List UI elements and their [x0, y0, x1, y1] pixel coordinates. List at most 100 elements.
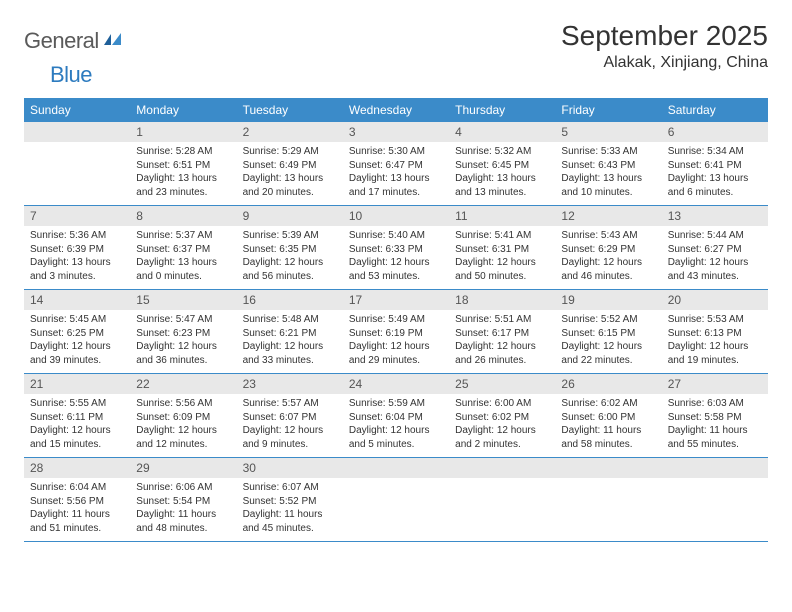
- sunrise-line: Sunrise: 5:32 AM: [455, 145, 549, 159]
- day-header-cell: Monday: [130, 98, 236, 122]
- day-cell: 2Sunrise: 5:29 AMSunset: 6:49 PMDaylight…: [237, 122, 343, 205]
- daylight-line-2: and 5 minutes.: [349, 438, 443, 452]
- daylight-line-1: Daylight: 12 hours: [455, 424, 549, 438]
- day-body: Sunrise: 6:04 AMSunset: 5:56 PMDaylight:…: [24, 478, 130, 541]
- day-cell: [555, 458, 661, 541]
- daylight-line-1: Daylight: 11 hours: [136, 508, 230, 522]
- sunset-line: Sunset: 6:31 PM: [455, 243, 549, 257]
- day-body: Sunrise: 5:53 AMSunset: 6:13 PMDaylight:…: [662, 310, 768, 373]
- day-body: Sunrise: 5:29 AMSunset: 6:49 PMDaylight:…: [237, 142, 343, 205]
- day-body: Sunrise: 6:07 AMSunset: 5:52 PMDaylight:…: [237, 478, 343, 541]
- sunrise-line: Sunrise: 5:34 AM: [668, 145, 762, 159]
- sunrise-line: Sunrise: 5:43 AM: [561, 229, 655, 243]
- sunrise-line: Sunrise: 5:29 AM: [243, 145, 337, 159]
- sunset-line: Sunset: 6:37 PM: [136, 243, 230, 257]
- sunrise-line: Sunrise: 5:39 AM: [243, 229, 337, 243]
- day-body: Sunrise: 6:00 AMSunset: 6:02 PMDaylight:…: [449, 394, 555, 457]
- daylight-line-1: Daylight: 11 hours: [668, 424, 762, 438]
- daylight-line-2: and 39 minutes.: [30, 354, 124, 368]
- sunrise-line: Sunrise: 5:57 AM: [243, 397, 337, 411]
- sunset-line: Sunset: 5:56 PM: [30, 495, 124, 509]
- week-row: 28Sunrise: 6:04 AMSunset: 5:56 PMDayligh…: [24, 458, 768, 542]
- day-number: 19: [555, 290, 661, 310]
- day-number: 5: [555, 122, 661, 142]
- calendar-page: General September 2025 Alakak, Xinjiang,…: [0, 0, 792, 562]
- day-cell: [24, 122, 130, 205]
- daylight-line-2: and 20 minutes.: [243, 186, 337, 200]
- daylight-line-1: Daylight: 13 hours: [136, 256, 230, 270]
- day-body: Sunrise: 5:45 AMSunset: 6:25 PMDaylight:…: [24, 310, 130, 373]
- day-body: Sunrise: 5:32 AMSunset: 6:45 PMDaylight:…: [449, 142, 555, 205]
- sunset-line: Sunset: 6:47 PM: [349, 159, 443, 173]
- sunset-line: Sunset: 6:07 PM: [243, 411, 337, 425]
- sunrise-line: Sunrise: 6:03 AM: [668, 397, 762, 411]
- sunset-line: Sunset: 6:19 PM: [349, 327, 443, 341]
- sunrise-line: Sunrise: 5:53 AM: [668, 313, 762, 327]
- daylight-line-2: and 13 minutes.: [455, 186, 549, 200]
- day-body: Sunrise: 5:41 AMSunset: 6:31 PMDaylight:…: [449, 226, 555, 289]
- day-cell: [343, 458, 449, 541]
- daylight-line-2: and 17 minutes.: [349, 186, 443, 200]
- daylight-line-2: and 53 minutes.: [349, 270, 443, 284]
- sunset-line: Sunset: 5:58 PM: [668, 411, 762, 425]
- day-body: Sunrise: 6:03 AMSunset: 5:58 PMDaylight:…: [662, 394, 768, 457]
- weeks-container: 1Sunrise: 5:28 AMSunset: 6:51 PMDaylight…: [24, 122, 768, 542]
- day-header-cell: Tuesday: [237, 98, 343, 122]
- daylight-line-2: and 50 minutes.: [455, 270, 549, 284]
- daylight-line-1: Daylight: 12 hours: [30, 424, 124, 438]
- sunset-line: Sunset: 6:43 PM: [561, 159, 655, 173]
- daylight-line-1: Daylight: 13 hours: [349, 172, 443, 186]
- sunset-line: Sunset: 6:45 PM: [455, 159, 549, 173]
- day-cell: 9Sunrise: 5:39 AMSunset: 6:35 PMDaylight…: [237, 206, 343, 289]
- daylight-line-1: Daylight: 11 hours: [243, 508, 337, 522]
- day-number: 20: [662, 290, 768, 310]
- day-number: 29: [130, 458, 236, 478]
- day-body: Sunrise: 5:39 AMSunset: 6:35 PMDaylight:…: [237, 226, 343, 289]
- logo-flag-icon: [103, 31, 123, 52]
- sunrise-line: Sunrise: 5:55 AM: [30, 397, 124, 411]
- day-number: 14: [24, 290, 130, 310]
- sunrise-line: Sunrise: 5:36 AM: [30, 229, 124, 243]
- daylight-line-2: and 29 minutes.: [349, 354, 443, 368]
- daylight-line-1: Daylight: 12 hours: [455, 340, 549, 354]
- day-cell: 22Sunrise: 5:56 AMSunset: 6:09 PMDayligh…: [130, 374, 236, 457]
- daylight-line-1: Daylight: 12 hours: [668, 340, 762, 354]
- sunset-line: Sunset: 6:09 PM: [136, 411, 230, 425]
- day-number: 13: [662, 206, 768, 226]
- day-cell: 11Sunrise: 5:41 AMSunset: 6:31 PMDayligh…: [449, 206, 555, 289]
- sunset-line: Sunset: 6:39 PM: [30, 243, 124, 257]
- day-number: 26: [555, 374, 661, 394]
- day-cell: 7Sunrise: 5:36 AMSunset: 6:39 PMDaylight…: [24, 206, 130, 289]
- sunset-line: Sunset: 6:04 PM: [349, 411, 443, 425]
- daylight-line-1: Daylight: 13 hours: [30, 256, 124, 270]
- sunset-line: Sunset: 5:54 PM: [136, 495, 230, 509]
- day-number: 15: [130, 290, 236, 310]
- daylight-line-1: Daylight: 12 hours: [243, 256, 337, 270]
- day-body: Sunrise: 5:48 AMSunset: 6:21 PMDaylight:…: [237, 310, 343, 373]
- day-body: Sunrise: 5:56 AMSunset: 6:09 PMDaylight:…: [130, 394, 236, 457]
- day-cell: 30Sunrise: 6:07 AMSunset: 5:52 PMDayligh…: [237, 458, 343, 541]
- day-number: [343, 458, 449, 478]
- day-body: Sunrise: 5:30 AMSunset: 6:47 PMDaylight:…: [343, 142, 449, 205]
- day-body: Sunrise: 5:28 AMSunset: 6:51 PMDaylight:…: [130, 142, 236, 205]
- day-number: 17: [343, 290, 449, 310]
- day-number: 22: [130, 374, 236, 394]
- day-number: 2: [237, 122, 343, 142]
- day-cell: 25Sunrise: 6:00 AMSunset: 6:02 PMDayligh…: [449, 374, 555, 457]
- sunset-line: Sunset: 6:13 PM: [668, 327, 762, 341]
- day-number: 8: [130, 206, 236, 226]
- logo-text-blue: Blue: [50, 62, 92, 88]
- day-number: 4: [449, 122, 555, 142]
- day-body: Sunrise: 6:06 AMSunset: 5:54 PMDaylight:…: [130, 478, 236, 541]
- day-cell: [449, 458, 555, 541]
- sunset-line: Sunset: 6:17 PM: [455, 327, 549, 341]
- daylight-line-2: and 3 minutes.: [30, 270, 124, 284]
- daylight-line-1: Daylight: 12 hours: [243, 424, 337, 438]
- daylight-line-2: and 12 minutes.: [136, 438, 230, 452]
- day-number: 12: [555, 206, 661, 226]
- day-number: 10: [343, 206, 449, 226]
- daylight-line-2: and 19 minutes.: [668, 354, 762, 368]
- daylight-line-1: Daylight: 13 hours: [668, 172, 762, 186]
- sunrise-line: Sunrise: 6:06 AM: [136, 481, 230, 495]
- day-number: 18: [449, 290, 555, 310]
